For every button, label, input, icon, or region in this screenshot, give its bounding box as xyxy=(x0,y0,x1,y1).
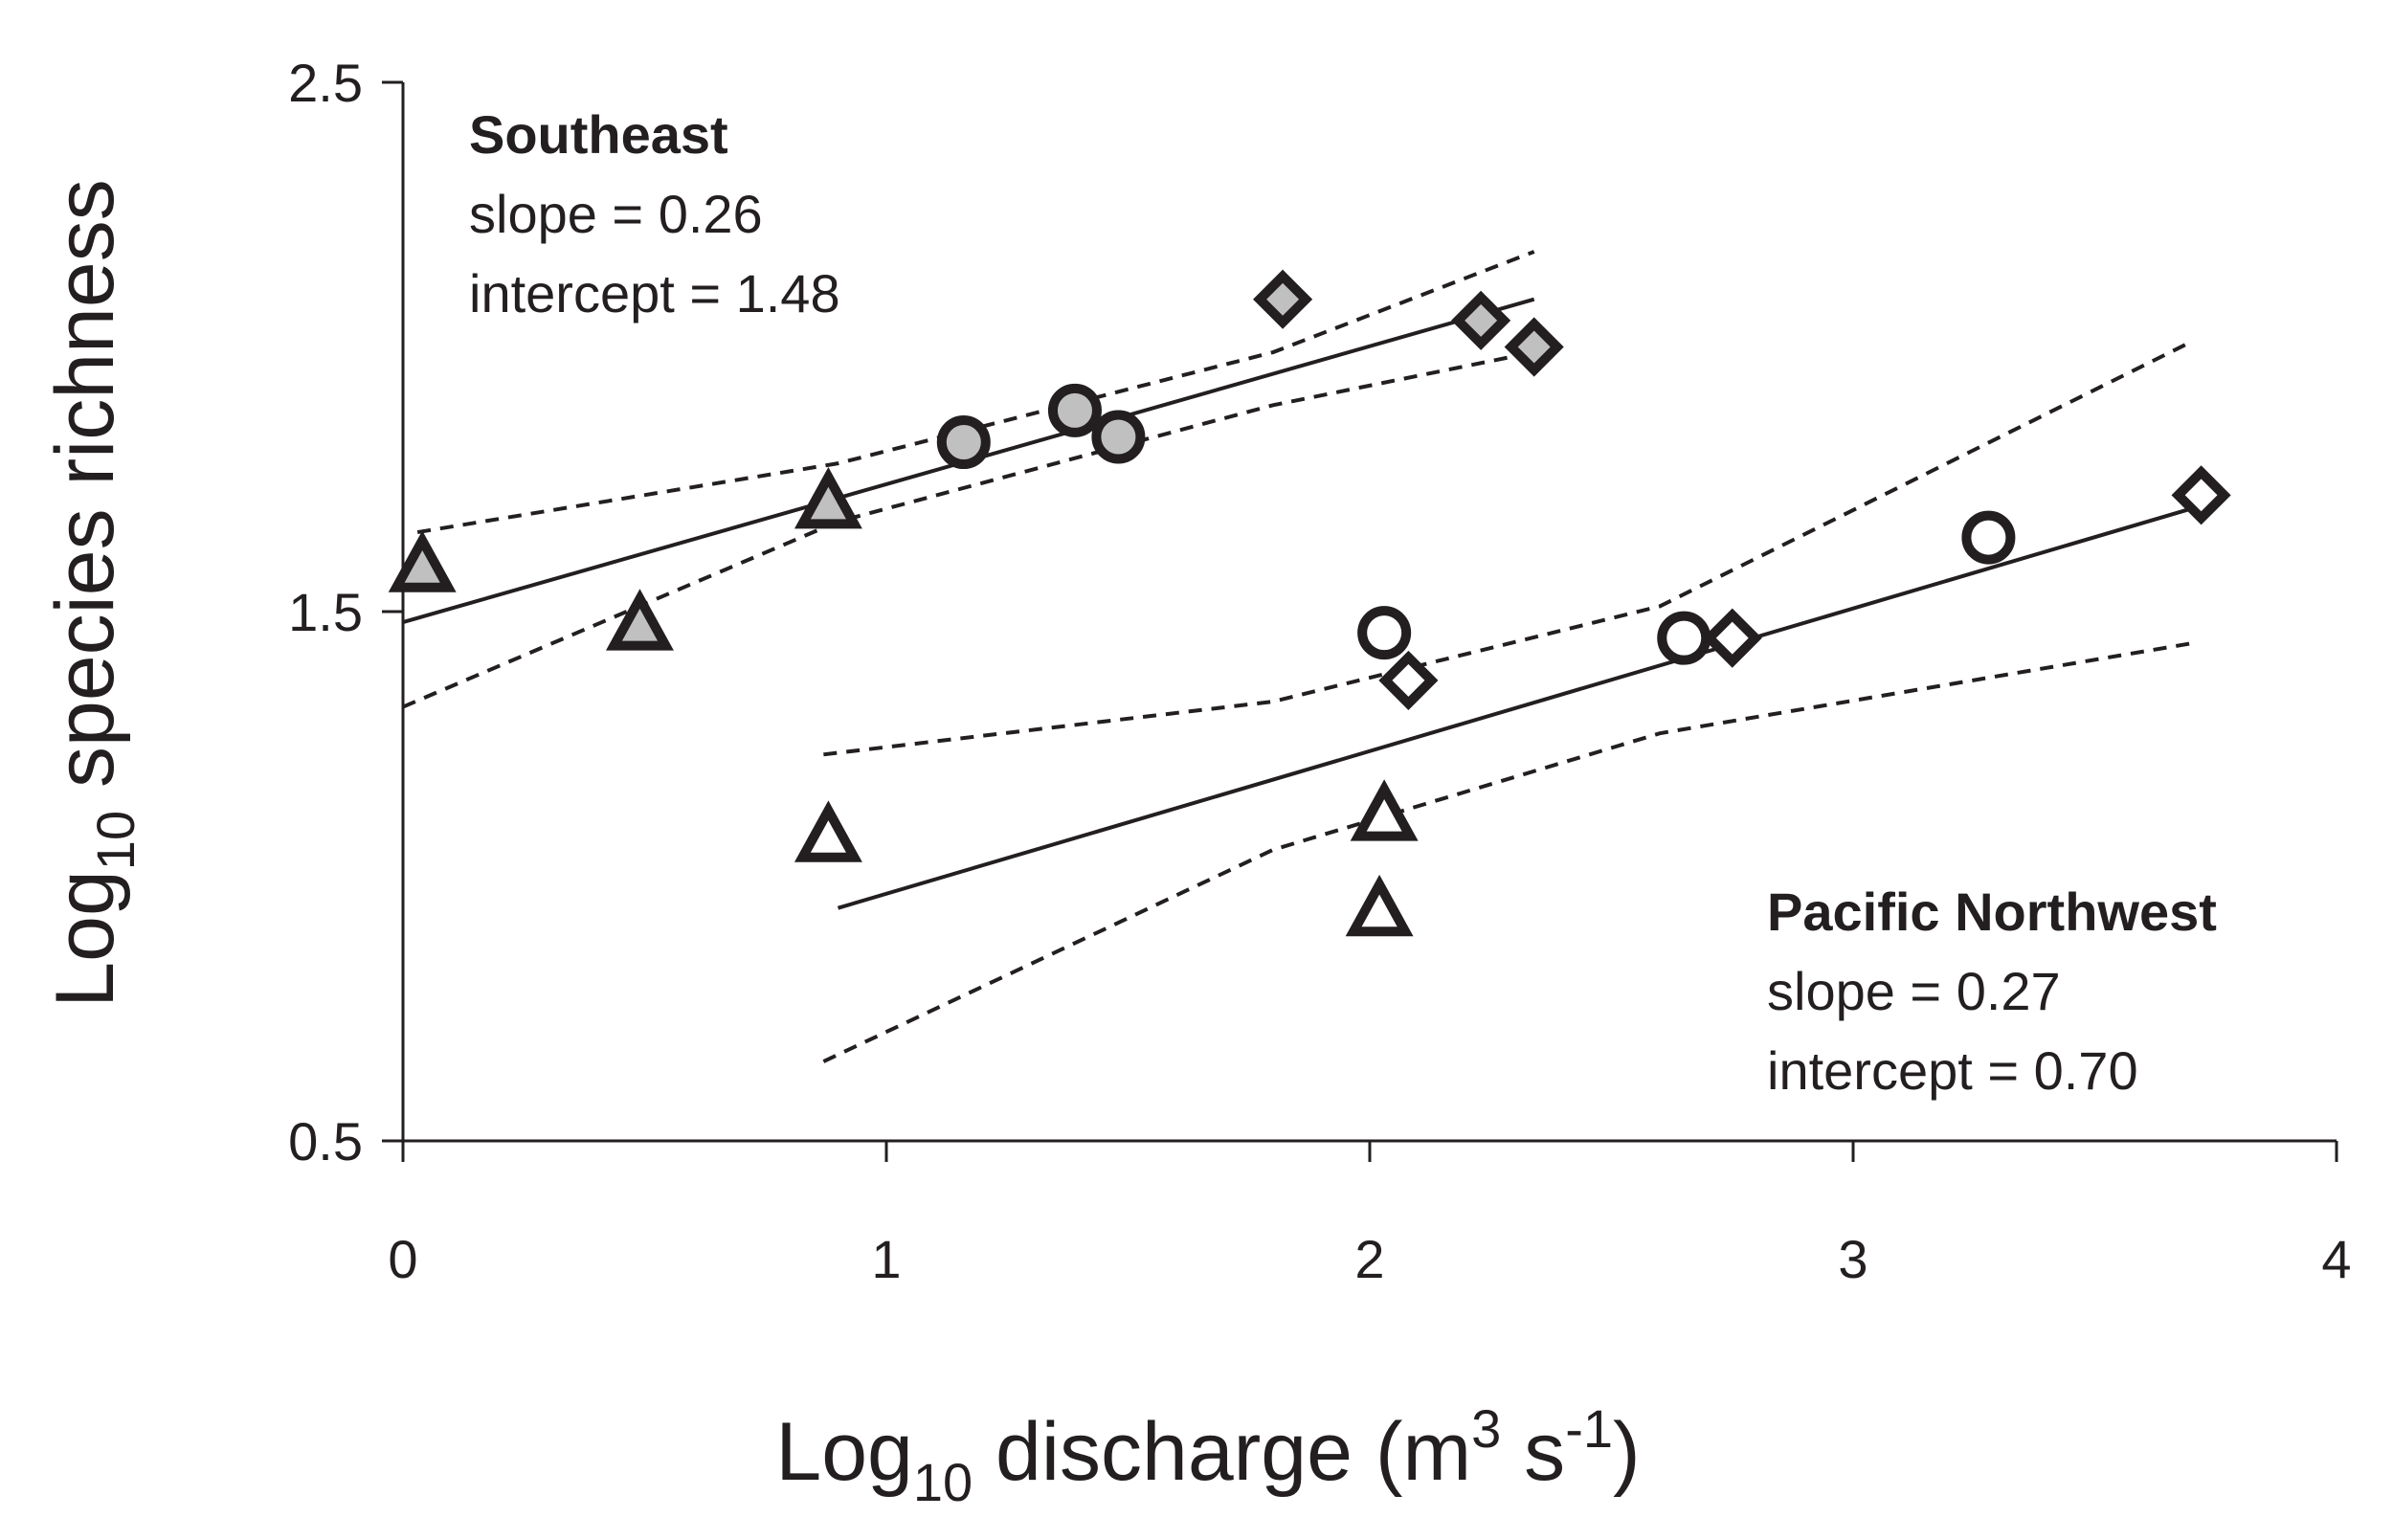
y-axis-title: Log10 species richness xyxy=(39,179,145,1007)
southeast-circle-point-1 xyxy=(1047,383,1102,437)
pacific-northwest-triangle-point-1 xyxy=(1345,874,1414,937)
southeast-intercept: intercept = 1.48 xyxy=(469,263,840,324)
pnw-slope: slope = 0.27 xyxy=(1767,961,2061,1021)
southeast-title: Southeast xyxy=(469,104,728,165)
pacific-northwest-ci-lower xyxy=(822,641,2192,1063)
y-tick-label-0: 0.5 xyxy=(288,1111,363,1172)
southeast-diamond-point-2 xyxy=(1504,317,1564,377)
x-tick-label-2: 2 xyxy=(1354,1229,1384,1289)
pacific-northwest-regression-line xyxy=(837,503,2203,910)
x-tick-label-3: 3 xyxy=(1838,1229,1867,1289)
x-tick-label-0: 0 xyxy=(388,1229,417,1289)
southeast-diamond-point-0 xyxy=(1253,269,1313,329)
x-tick-label-4: 4 xyxy=(2321,1229,2351,1289)
pacific-northwest-triangle-point-2 xyxy=(1350,779,1419,841)
southeast-triangle-point-2 xyxy=(794,467,862,529)
pnw-annotation: Pacific Northwest slope = 0.27 intercept… xyxy=(1767,882,2217,1101)
plot-markers xyxy=(388,269,2231,937)
pacific-northwest-triangle-point-0 xyxy=(794,800,862,862)
pacific-northwest-diamond-point-0 xyxy=(1378,650,1439,710)
pacific-northwest-ci-upper xyxy=(823,340,2193,757)
pacific-northwest-circle-point-1 xyxy=(1657,611,1711,665)
pacific-northwest-circle-point-0 xyxy=(1357,606,1412,660)
southeast-diamond-point-1 xyxy=(1451,290,1511,350)
southeast-circle-point-0 xyxy=(936,415,991,470)
pacific-northwest-diamond-point-2 xyxy=(2171,465,2231,525)
pnw-title: Pacific Northwest xyxy=(1767,882,2217,942)
southeast-ci-lower xyxy=(402,350,1535,709)
y-tick-label-1: 1.5 xyxy=(288,582,363,642)
southeast-annotation: Southeast slope = 0.26 intercept = 1.48 xyxy=(469,104,840,324)
x-axis-title: Log10 discharge (m3 s-1) xyxy=(775,1398,1640,1512)
southeast-circle-point-2 xyxy=(1091,410,1146,464)
pacific-northwest-circle-point-2 xyxy=(1961,510,2016,565)
y-tick-label-2: 2.5 xyxy=(288,53,363,113)
pnw-intercept: intercept = 0.70 xyxy=(1767,1040,2138,1101)
x-tick-label-1: 1 xyxy=(871,1229,901,1289)
southeast-slope: slope = 0.26 xyxy=(469,184,763,244)
ticks: 0 1 2 3 4 0.5 1.5 2.5 xyxy=(288,53,2351,1289)
southeast-triangle-point-0 xyxy=(388,530,457,592)
southeast-triangle-point-1 xyxy=(605,589,674,651)
pacific-northwest-diamond-point-1 xyxy=(1702,608,1762,668)
